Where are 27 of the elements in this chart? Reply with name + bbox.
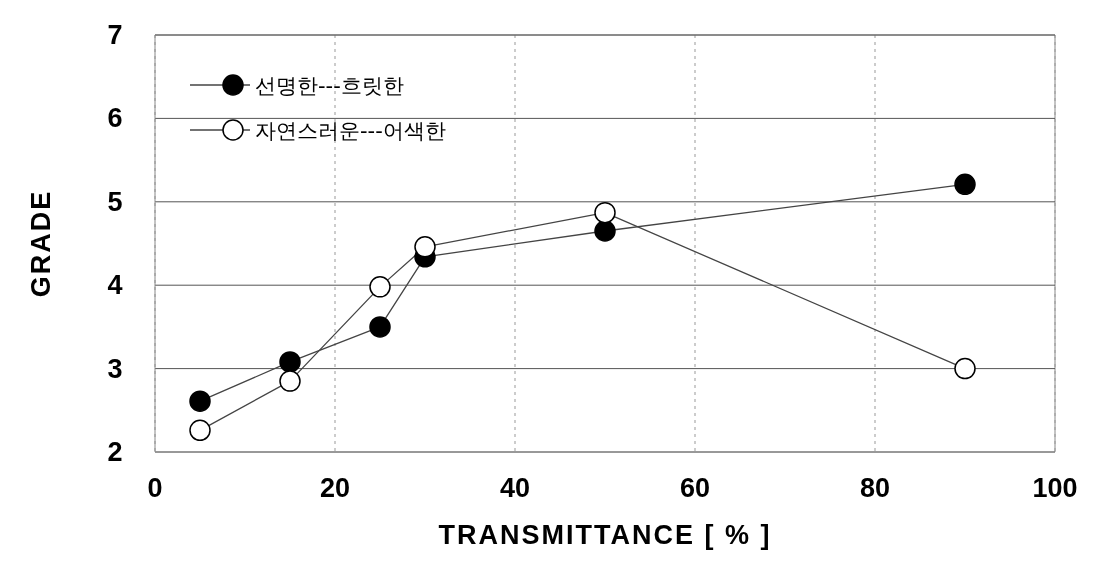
y-tick-label: 5 xyxy=(107,186,123,217)
point xyxy=(279,351,301,373)
point xyxy=(189,419,211,442)
x-tick-label: 40 xyxy=(499,473,531,503)
x-tick-label: 20 xyxy=(319,473,351,503)
y-tick-label: 7 xyxy=(107,20,123,50)
x-tick-label: 0 xyxy=(147,473,163,503)
point xyxy=(369,276,391,298)
x-axis-title: TRANSMITTANCE [ % ] xyxy=(438,520,772,550)
x-tick-label: 80 xyxy=(859,473,891,503)
point xyxy=(954,357,976,380)
legend-label: 자연스러운---어색한 xyxy=(255,119,446,143)
point xyxy=(954,173,976,196)
legend-label: 선명한---흐릿한 xyxy=(255,74,404,98)
y-axis-title: GRADE xyxy=(26,189,56,298)
x-tick-label: 60 xyxy=(679,473,711,503)
x-tick-label: 100 xyxy=(1032,473,1078,503)
y-tick-label: 2 xyxy=(107,437,123,467)
point xyxy=(369,316,391,338)
y-tick-label: 3 xyxy=(107,353,123,384)
point xyxy=(189,390,211,412)
point xyxy=(594,201,616,224)
y-tick-label: 6 xyxy=(107,103,123,134)
point xyxy=(279,370,301,392)
point xyxy=(414,236,436,258)
point xyxy=(594,220,616,242)
y-tick-label: 4 xyxy=(107,270,123,301)
